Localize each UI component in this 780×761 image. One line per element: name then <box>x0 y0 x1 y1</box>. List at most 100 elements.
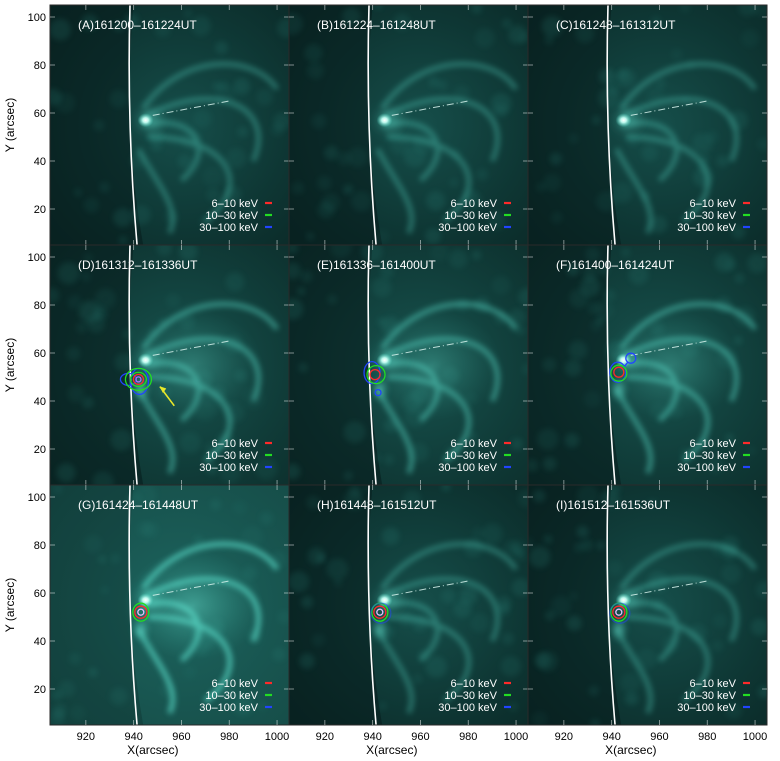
y-tick-label: 100 <box>28 12 46 24</box>
y-tick-label: 80 <box>34 300 46 312</box>
x-tick-label: 940 <box>363 731 381 743</box>
panel-image <box>289 485 529 725</box>
x-tick-label: 920 <box>555 731 573 743</box>
panel-image <box>50 485 290 725</box>
panel-title: (C)161248–161312UT <box>556 18 676 32</box>
y-tick-label: 60 <box>34 108 46 120</box>
legend-label: 30–100 keV <box>677 222 736 234</box>
x-tick-label: 980 <box>459 731 477 743</box>
x-tick-label: 920 <box>77 731 95 743</box>
x-tick-label: 1000 <box>504 731 528 743</box>
slit-line <box>630 580 708 596</box>
panel-image <box>528 485 768 725</box>
solar-limb <box>606 485 616 725</box>
solar-limb <box>367 485 377 725</box>
solar-limb <box>367 245 377 485</box>
legend-label: 10–30 keV <box>683 690 736 702</box>
panel-title: (B)161224–161248UT <box>317 18 436 32</box>
legend-label: 10–30 keV <box>205 210 258 222</box>
y-tick-label: 40 <box>34 156 46 168</box>
y-tick-label: 60 <box>34 588 46 600</box>
solar-limb <box>128 485 138 725</box>
x-tick-label: 980 <box>220 731 238 743</box>
legend-label: 10–30 keV <box>683 210 736 222</box>
slit-line <box>391 340 469 356</box>
legend-label: 30–100 keV <box>677 702 736 714</box>
y-tick-label: 100 <box>28 252 46 264</box>
slit-line <box>152 580 230 596</box>
hxr-contours <box>363 360 386 397</box>
panel-title: (D)161312–161336UT <box>78 258 198 272</box>
panel-image <box>528 5 768 245</box>
y-tick-label: 20 <box>34 444 46 456</box>
x-axis-title: X(arcsec) <box>127 743 178 757</box>
y-axis-title: Y (arcsec) <box>3 578 17 632</box>
panel-image <box>289 5 529 245</box>
y-axis-title: Y (arcsec) <box>3 98 17 152</box>
legend-label: 30–100 keV <box>438 462 497 474</box>
legend-label: 6–10 keV <box>690 678 737 690</box>
x-tick-label: 980 <box>698 731 716 743</box>
panel-title: (E)161336–161400UT <box>317 258 436 272</box>
slit-line <box>152 100 230 116</box>
x-tick-label: 940 <box>602 731 620 743</box>
x-axis-labels: 920 940 960 980 1000 X(arcsec) 920 940 960 980 100… <box>77 731 768 757</box>
legend-label: 10–30 keV <box>444 210 497 222</box>
hxr-contours <box>132 602 150 622</box>
panel-image <box>289 245 529 485</box>
slit-line <box>630 340 708 356</box>
x-tick-label: 940 <box>124 731 142 743</box>
legend-label: 30–100 keV <box>677 462 736 474</box>
panel-title: (H)161448–161512UT <box>317 498 437 512</box>
slit-line <box>391 100 469 116</box>
panel-image <box>528 245 768 485</box>
x-tick-label: 960 <box>172 731 190 743</box>
legend-label: 6–10 keV <box>451 198 498 210</box>
y-axis-labels: 20 40 60 80 100 Y (arcsec) 20 40 60 80 100 Y (arcse… <box>3 12 46 696</box>
legend-label: 6–10 keV <box>690 198 737 210</box>
panel-title: (I)161512–161536UT <box>556 498 671 512</box>
slit-line <box>630 100 708 116</box>
panel-title: (A)161200–161224UT <box>78 18 197 32</box>
legend-label: 6–10 keV <box>212 678 259 690</box>
arrow-indicator <box>159 386 175 407</box>
y-tick-label: 40 <box>34 396 46 408</box>
x-tick-label: 1000 <box>265 731 289 743</box>
legend-label: 10–30 keV <box>205 450 258 462</box>
legend-label: 30–100 keV <box>199 222 258 234</box>
legend-label: 10–30 keV <box>205 690 258 702</box>
panel-image <box>50 5 290 245</box>
legend-label: 6–10 keV <box>690 438 737 450</box>
panel-title: (F)161400–161424UT <box>556 258 675 272</box>
hxr-contours <box>609 352 637 383</box>
legend-label: 30–100 keV <box>438 702 497 714</box>
solar-limb <box>606 5 616 245</box>
legend-label: 6–10 keV <box>212 438 259 450</box>
hxr-contours <box>370 602 392 624</box>
x-tick-label: 960 <box>650 731 668 743</box>
legend-label: 30–100 keV <box>438 222 497 234</box>
legend-label: 6–10 keV <box>451 438 498 450</box>
legend-label: 6–10 keV <box>451 678 498 690</box>
hxr-contours <box>609 602 631 624</box>
legend-label: 6–10 keV <box>212 198 259 210</box>
y-tick-label: 20 <box>34 204 46 216</box>
y-tick-label: 20 <box>34 684 46 696</box>
y-tick-label: 80 <box>34 540 46 552</box>
legend-label: 30–100 keV <box>199 702 258 714</box>
hxr-contours <box>119 367 153 396</box>
panel-image <box>50 245 289 485</box>
solar-limb <box>606 245 616 485</box>
legend-label: 10–30 keV <box>444 690 497 702</box>
